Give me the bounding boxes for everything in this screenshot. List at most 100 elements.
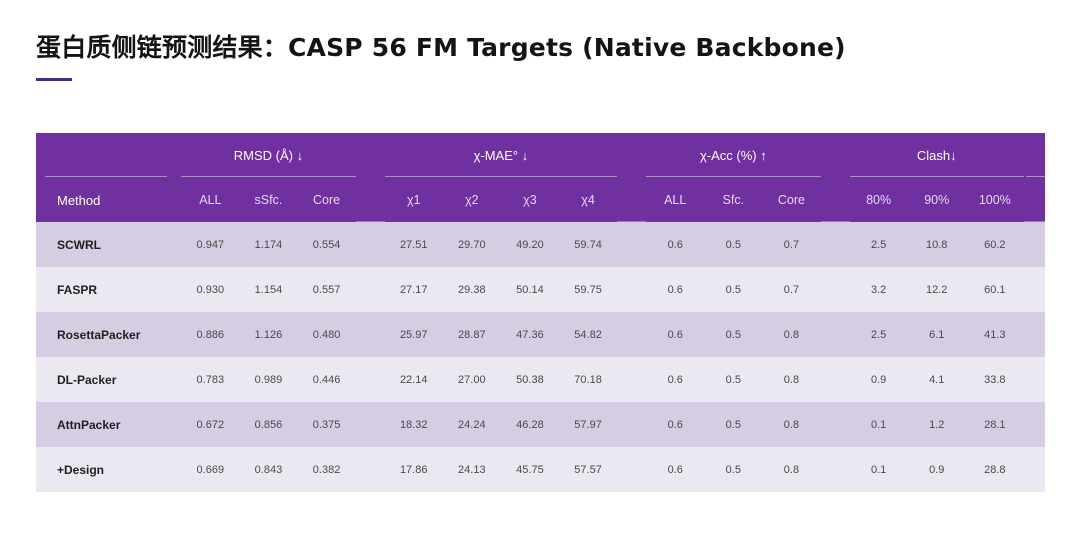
table-cell: 1.174 bbox=[239, 222, 298, 267]
method-name: DL-Packer bbox=[36, 357, 182, 402]
table-cell: 49.20 bbox=[500, 222, 559, 267]
table-cell: 0.886 bbox=[181, 312, 240, 357]
table-cell: 27.51 bbox=[384, 222, 443, 267]
table-cell: 0.5 bbox=[704, 267, 763, 312]
table-cell: 28.87 bbox=[442, 312, 501, 357]
column-gap bbox=[1023, 402, 1045, 447]
table-cell: 0.375 bbox=[297, 402, 356, 447]
method-name: RosettaPacker bbox=[36, 312, 182, 357]
column-header: Core bbox=[762, 178, 821, 222]
table-cell: 50.14 bbox=[500, 267, 559, 312]
table-cell: 27.00 bbox=[442, 357, 501, 402]
column-gap bbox=[617, 357, 647, 402]
table-cell: 0.6 bbox=[646, 222, 705, 267]
table-cell: 17.86 bbox=[384, 447, 443, 492]
table-cell: 0.669 bbox=[181, 447, 240, 492]
table-cell: 18.32 bbox=[384, 402, 443, 447]
table-cell: 0.856 bbox=[239, 402, 298, 447]
group-header-row: RMSD (Å) ↓ χ-MAE° ↓ χ-Acc (%) ↑ Clash↓ bbox=[36, 133, 1045, 178]
table-cell: 29.70 bbox=[442, 222, 501, 267]
table-cell: 29.38 bbox=[442, 267, 501, 312]
table-cell: 0.554 bbox=[297, 222, 356, 267]
column-gap bbox=[617, 447, 647, 492]
table-cell: 54.82 bbox=[558, 312, 618, 357]
table-cell: 0.947 bbox=[181, 222, 240, 267]
column-gap bbox=[617, 267, 647, 312]
table-cell: 0.6 bbox=[646, 447, 705, 492]
table-cell: 0.7 bbox=[762, 222, 821, 267]
table-cell: 0.1 bbox=[849, 402, 908, 447]
group-clash: Clash↓ bbox=[849, 133, 1024, 178]
table-cell: 60.1 bbox=[965, 267, 1024, 312]
column-gap bbox=[617, 222, 647, 267]
table-cell: 57.97 bbox=[558, 402, 618, 447]
column-gap bbox=[820, 267, 850, 312]
table-cell: 2.5 bbox=[849, 222, 908, 267]
column-header: χ3 bbox=[500, 178, 559, 222]
table-cell: 12.2 bbox=[907, 267, 966, 312]
group-chi-acc: χ-Acc (%) ↑ bbox=[646, 133, 821, 178]
table-cell: 0.8 bbox=[762, 402, 821, 447]
table-cell: 1.126 bbox=[239, 312, 298, 357]
table-cell: 41.3 bbox=[965, 312, 1024, 357]
column-gap bbox=[617, 312, 647, 357]
column-header: Sfc. bbox=[704, 178, 763, 222]
table-cell: 0.5 bbox=[704, 312, 763, 357]
table-cell: 60.2 bbox=[965, 222, 1024, 267]
column-gap bbox=[820, 312, 850, 357]
table-cell: 27.17 bbox=[384, 267, 443, 312]
table-cell: 0.5 bbox=[704, 447, 763, 492]
column-gap bbox=[820, 222, 850, 267]
group-rmsd: RMSD (Å) ↓ bbox=[181, 133, 356, 178]
column-gap bbox=[1023, 357, 1045, 402]
column-gap bbox=[820, 402, 850, 447]
table-cell: 47.36 bbox=[500, 312, 559, 357]
table-row: DL-Packer 0.783 0.989 0.446 22.14 27.00 50.38 7… bbox=[36, 357, 1045, 402]
table-cell: 0.6 bbox=[646, 267, 705, 312]
table-cell: 4.1 bbox=[907, 357, 966, 402]
column-gap bbox=[1023, 222, 1045, 267]
table-cell: 0.6 bbox=[646, 402, 705, 447]
table-cell: 0.557 bbox=[297, 267, 356, 312]
column-header: Method bbox=[36, 178, 182, 222]
table-cell: 0.6 bbox=[646, 312, 705, 357]
column-header: χ1 bbox=[384, 178, 443, 222]
table-cell: 0.9 bbox=[907, 447, 966, 492]
table-row: +Design 0.669 0.843 0.382 17.86 24.13 45.75 57.… bbox=[36, 447, 1045, 492]
table-row: AttnPacker 0.672 0.856 0.375 18.32 24.24 46.28… bbox=[36, 402, 1045, 447]
group-chi-mae: χ-MAE° ↓ bbox=[384, 133, 618, 178]
table-cell: 0.1 bbox=[849, 447, 908, 492]
table-cell: 28.1 bbox=[965, 402, 1024, 447]
title-underline bbox=[36, 78, 72, 81]
table-cell: 0.7 bbox=[762, 267, 821, 312]
table-cell: 46.28 bbox=[500, 402, 559, 447]
table-cell: 59.74 bbox=[558, 222, 618, 267]
table-cell: 0.446 bbox=[297, 357, 356, 402]
table-cell: 0.5 bbox=[704, 357, 763, 402]
table-cell: 2.5 bbox=[849, 312, 908, 357]
column-gap bbox=[820, 447, 850, 492]
table-cell: 59.75 bbox=[558, 267, 618, 312]
column-header-row: Method ALL sSfc. Core χ1 χ2 χ3 χ4 ALL Sf… bbox=[36, 178, 1045, 222]
page-title: 蛋白质侧链预测结果：CASP 56 FM Targets (Native Bac… bbox=[36, 33, 846, 62]
column-header: ALL bbox=[646, 178, 705, 222]
table-cell: 0.5 bbox=[704, 402, 763, 447]
column-header: sSfc. bbox=[239, 178, 298, 222]
table-cell: 0.8 bbox=[762, 447, 821, 492]
table-row: RosettaPacker 0.886 1.126 0.480 25.97 28.87 47… bbox=[36, 312, 1045, 357]
table-cell: 28.8 bbox=[965, 447, 1024, 492]
table-row: SCWRL 0.947 1.174 0.554 27.51 29.70 49.20 59.74… bbox=[36, 222, 1045, 267]
table-cell: 10.8 bbox=[907, 222, 966, 267]
table-cell: 0.8 bbox=[762, 357, 821, 402]
table-row: FASPR 0.930 1.154 0.557 27.17 29.38 50.14 59.75… bbox=[36, 267, 1045, 312]
column-header: 100% bbox=[965, 178, 1024, 222]
column-gap bbox=[617, 402, 647, 447]
table-cell: 0.930 bbox=[181, 267, 240, 312]
table-cell: 0.672 bbox=[181, 402, 240, 447]
table-cell: 33.8 bbox=[965, 357, 1024, 402]
table-cell: 0.6 bbox=[646, 357, 705, 402]
table-cell: 0.5 bbox=[704, 222, 763, 267]
table-cell: 0.9 bbox=[849, 357, 908, 402]
column-gap bbox=[355, 222, 385, 267]
table-cell: 0.843 bbox=[239, 447, 298, 492]
